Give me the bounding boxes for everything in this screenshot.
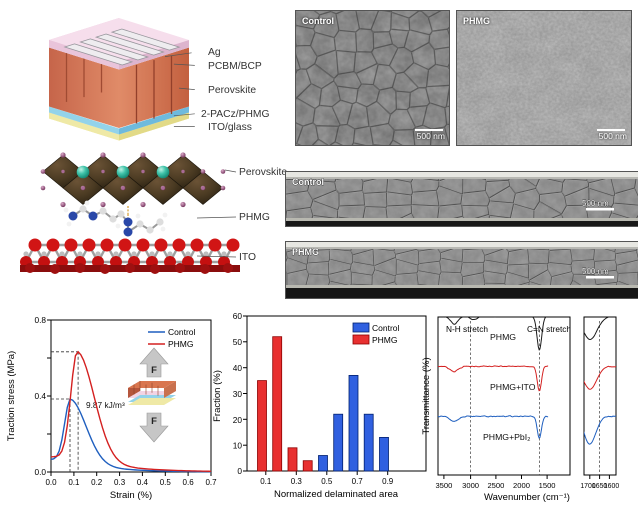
svg-text:30: 30 [233, 389, 243, 399]
svg-text:Transmittance (%): Transmittance (%) [421, 357, 432, 434]
svg-text:Control: Control [292, 177, 324, 187]
svg-text:PHMG: PHMG [168, 339, 194, 349]
svg-text:20: 20 [233, 415, 243, 425]
svg-text:0.7: 0.7 [352, 477, 364, 486]
svg-text:PCBM/BCP: PCBM/BCP [208, 61, 262, 72]
svg-text:PHMG+ITO: PHMG+ITO [490, 382, 536, 392]
svg-text:1600: 1600 [604, 483, 619, 490]
svg-text:Ag: Ag [208, 47, 221, 58]
svg-text:Perovskite: Perovskite [208, 85, 256, 96]
svg-text:0.3: 0.3 [114, 478, 126, 487]
svg-text:0.4: 0.4 [137, 478, 149, 487]
svg-text:Normalized delaminated area: Normalized delaminated area [274, 489, 399, 500]
svg-text:9.87 kJ/m³: 9.87 kJ/m³ [86, 400, 125, 410]
svg-text:500 nm: 500 nm [582, 267, 609, 276]
svg-text:PHMG: PHMG [490, 332, 516, 342]
svg-text:50: 50 [233, 337, 243, 347]
svg-text:0.4: 0.4 [34, 391, 46, 401]
svg-text:500 nm: 500 nm [582, 199, 609, 208]
svg-text:ITO: ITO [239, 252, 256, 263]
svg-text:0.5: 0.5 [160, 478, 172, 487]
svg-text:60: 60 [233, 311, 243, 321]
svg-text:PHMG: PHMG [292, 247, 319, 257]
svg-text:0.2: 0.2 [91, 478, 103, 487]
svg-text:Strain (%): Strain (%) [110, 490, 152, 501]
svg-text:Wavenumber (cm⁻¹): Wavenumber (cm⁻¹) [484, 492, 570, 503]
svg-text:2-PACz/PHMG: 2-PACz/PHMG [201, 109, 269, 120]
svg-text:ITO/glass: ITO/glass [208, 122, 252, 133]
svg-text:0.9: 0.9 [382, 477, 394, 486]
svg-text:Fraction (%): Fraction (%) [212, 370, 223, 422]
svg-text:Traction stress (MPa): Traction stress (MPa) [6, 351, 17, 441]
svg-text:PHMG+PbI₂: PHMG+PbI₂ [483, 432, 531, 442]
svg-text:0.6: 0.6 [183, 478, 195, 487]
svg-text:PHMG: PHMG [372, 335, 398, 345]
svg-text:Control: Control [168, 327, 196, 337]
svg-text:2500: 2500 [487, 481, 504, 490]
svg-text:F: F [151, 416, 157, 427]
svg-text:N-H stretch: N-H stretch [446, 324, 488, 334]
svg-text:Perovskite: Perovskite [239, 167, 287, 178]
svg-text:PHMG: PHMG [239, 212, 270, 223]
svg-text:C=N stretch: C=N stretch [527, 324, 571, 334]
svg-text:1500: 1500 [539, 481, 556, 490]
svg-text:3000: 3000 [462, 481, 479, 490]
svg-text:0.1: 0.1 [260, 477, 272, 486]
svg-text:2000: 2000 [513, 481, 530, 490]
svg-text:0: 0 [237, 466, 242, 476]
svg-text:0.1: 0.1 [68, 478, 80, 487]
svg-text:10: 10 [233, 441, 243, 451]
svg-text:F: F [151, 365, 157, 376]
svg-text:0.3: 0.3 [291, 477, 303, 486]
svg-text:0.0: 0.0 [45, 478, 57, 487]
svg-text:3500: 3500 [435, 481, 452, 490]
svg-text:Control: Control [372, 323, 400, 333]
svg-text:0.8: 0.8 [34, 315, 46, 325]
svg-text:0.0: 0.0 [34, 467, 46, 477]
svg-text:0.5: 0.5 [321, 477, 333, 486]
svg-text:40: 40 [233, 363, 243, 373]
